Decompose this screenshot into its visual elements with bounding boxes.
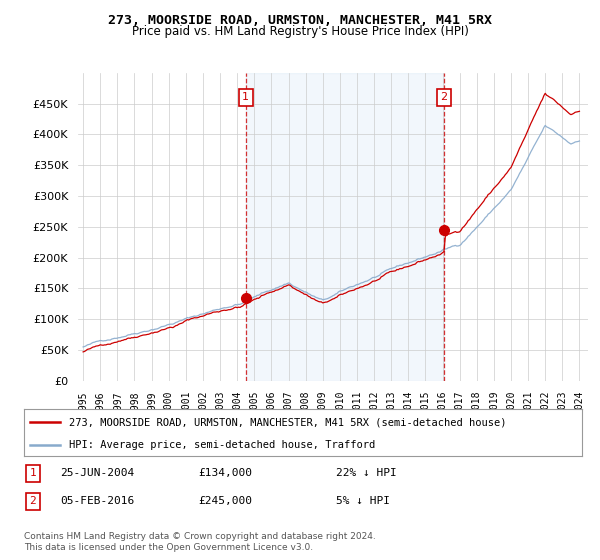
Text: Contains HM Land Registry data © Crown copyright and database right 2024.
This d: Contains HM Land Registry data © Crown c… xyxy=(24,532,376,552)
Text: 2: 2 xyxy=(440,92,448,102)
Text: 2: 2 xyxy=(29,496,37,506)
Text: 1: 1 xyxy=(242,92,249,102)
Text: £134,000: £134,000 xyxy=(198,468,252,478)
Text: £245,000: £245,000 xyxy=(198,496,252,506)
Bar xyxy=(246,73,444,381)
Text: 1: 1 xyxy=(29,468,37,478)
Text: 22% ↓ HPI: 22% ↓ HPI xyxy=(336,468,397,478)
Text: Price paid vs. HM Land Registry's House Price Index (HPI): Price paid vs. HM Land Registry's House … xyxy=(131,25,469,38)
Text: 25-JUN-2004: 25-JUN-2004 xyxy=(60,468,134,478)
Text: 5% ↓ HPI: 5% ↓ HPI xyxy=(336,496,390,506)
Text: 273, MOORSIDE ROAD, URMSTON, MANCHESTER, M41 5RX: 273, MOORSIDE ROAD, URMSTON, MANCHESTER,… xyxy=(108,14,492,27)
Text: 273, MOORSIDE ROAD, URMSTON, MANCHESTER, M41 5RX (semi-detached house): 273, MOORSIDE ROAD, URMSTON, MANCHESTER,… xyxy=(68,417,506,427)
Text: HPI: Average price, semi-detached house, Trafford: HPI: Average price, semi-detached house,… xyxy=(68,440,375,450)
Text: 05-FEB-2016: 05-FEB-2016 xyxy=(60,496,134,506)
